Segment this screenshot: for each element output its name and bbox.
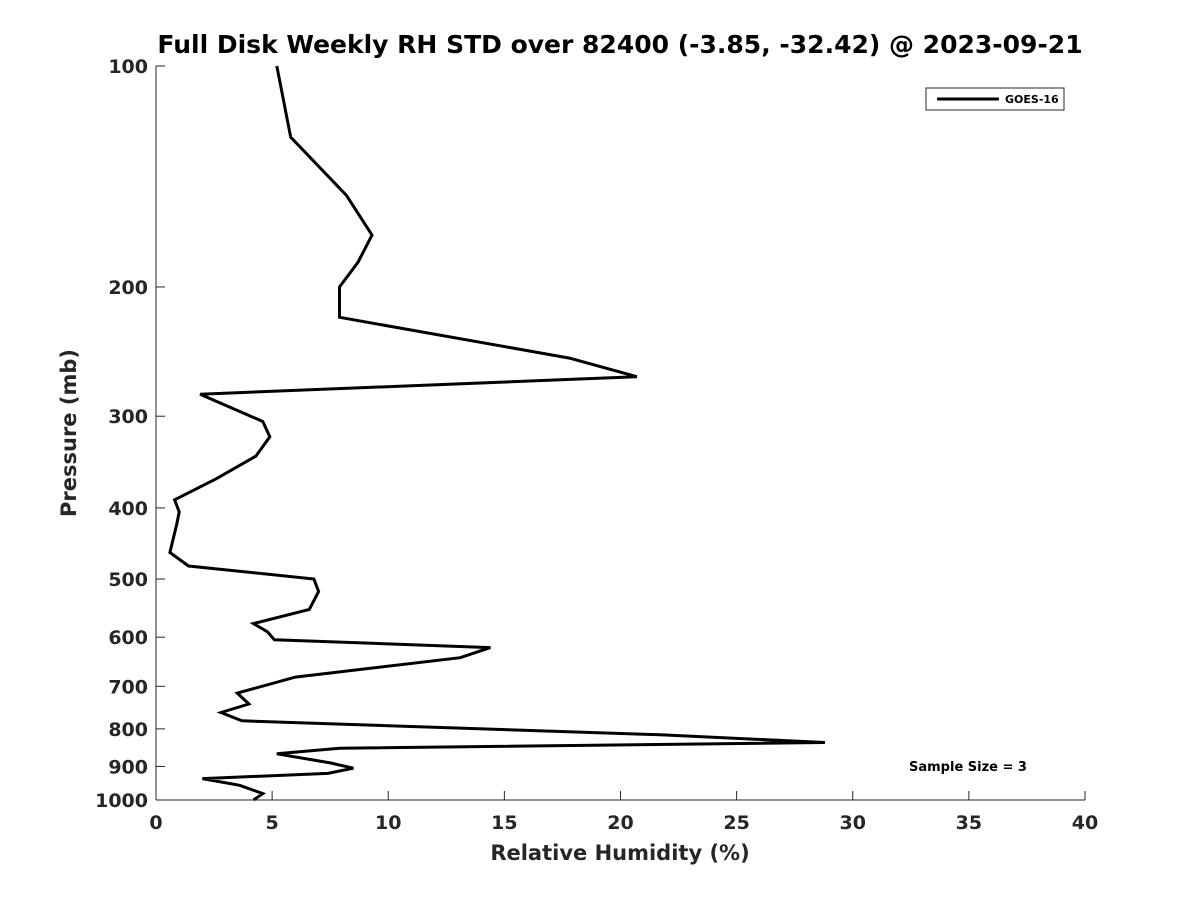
y-tick-label: 200	[108, 277, 148, 299]
y-tick-label: 500	[108, 569, 148, 591]
legend-label-goes-16: GOES-16	[1005, 93, 1059, 106]
y-tick-label: 400	[108, 498, 148, 520]
series-layer	[168, 65, 825, 802]
legend: GOES-16	[925, 87, 1065, 111]
x-tick-label: 5	[266, 812, 279, 834]
y-tick-label: 1000	[95, 790, 148, 812]
x-tick-label: 0	[149, 812, 162, 834]
y-tick-label: 600	[108, 627, 148, 649]
x-tick-label: 25	[723, 812, 749, 834]
x-tick-label: 20	[607, 812, 633, 834]
sample-size-annotation: Sample Size = 3	[909, 760, 1027, 775]
y-tick-label: 900	[108, 756, 148, 778]
x-tick-label: 10	[375, 812, 401, 834]
x-tick-label: 30	[840, 812, 866, 834]
y-tick-label: 700	[108, 676, 148, 698]
x-tick-label: 40	[1072, 812, 1098, 834]
x-tick-label: 15	[491, 812, 517, 834]
y-axis-label: Pressure (mb)	[57, 349, 81, 517]
y-tick-label: 100	[108, 56, 148, 78]
series-line-goes-16	[168, 65, 825, 802]
x-axis-label: Relative Humidity (%)	[490, 841, 749, 865]
y-tick-label: 300	[108, 406, 148, 428]
plot-area	[156, 66, 1085, 800]
ticks-layer: 0 5 10 15 20 25 30 35 40 100 200 300 400 500 600 700 800…	[95, 56, 1098, 834]
x-tick-label: 35	[956, 812, 982, 834]
chart-title: Full Disk Weekly RH STD over 82400 (-3.8…	[157, 30, 1082, 59]
y-tick-label: 800	[108, 719, 148, 741]
